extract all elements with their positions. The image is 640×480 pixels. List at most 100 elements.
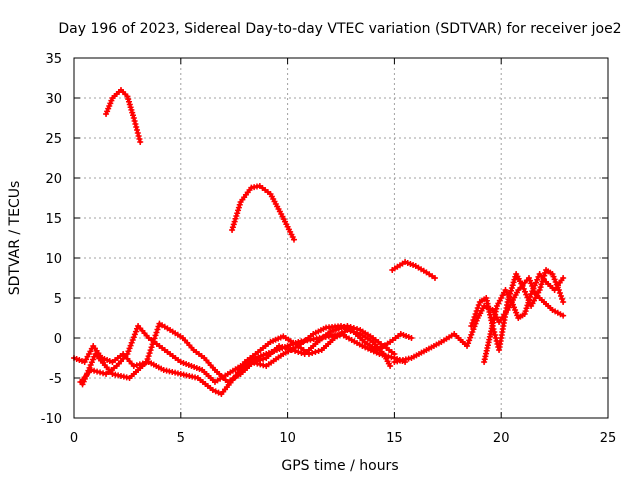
data-point: [136, 136, 143, 142]
series-arc-2: [229, 183, 298, 243]
data-point: [234, 210, 241, 217]
x-tick-label: 25: [600, 431, 617, 446]
grid: [74, 58, 608, 418]
data-point: [470, 317, 477, 323]
data-point: [312, 349, 319, 355]
data-point: [100, 370, 107, 377]
data-point: [85, 367, 92, 374]
data-point: [128, 339, 135, 346]
data-point: [492, 335, 499, 341]
data-point: [250, 359, 257, 365]
data-point: [338, 324, 345, 331]
data-point: [350, 329, 357, 335]
data-point: [229, 227, 236, 233]
data-point: [475, 302, 482, 308]
data-point: [408, 335, 415, 341]
series-arc-3: [389, 259, 438, 281]
data-point: [492, 332, 499, 338]
data-point: [260, 356, 267, 362]
data-point: [309, 350, 316, 356]
data-point: [465, 340, 472, 347]
data-point: [134, 127, 141, 133]
data-point: [537, 284, 544, 291]
data-point: [519, 283, 526, 289]
data-point: [150, 338, 157, 345]
data-point: [354, 330, 361, 336]
data-point: [542, 269, 549, 276]
data-point: [315, 348, 322, 354]
plot-frame: [73, 57, 609, 419]
data-point: [473, 308, 480, 314]
series-trace: [230, 184, 296, 242]
data-point: [279, 344, 286, 350]
data-point: [285, 346, 292, 352]
data-point: [560, 312, 567, 319]
data-point: [524, 302, 531, 309]
data-point: [134, 130, 141, 136]
data-point: [83, 373, 90, 380]
data-point: [253, 358, 260, 364]
tick-labels: 0 5 10 15 20 25 -10 -5 0 5 10 15 20 25 30 35: [41, 52, 617, 446]
data-point: [471, 314, 478, 320]
data-point: [260, 362, 267, 369]
data-point: [233, 213, 240, 219]
data-point: [511, 276, 518, 283]
data-point: [431, 275, 438, 281]
data-point: [147, 347, 154, 354]
data-point: [151, 335, 158, 342]
data-point: [131, 331, 138, 338]
data-point: [131, 118, 138, 124]
data-point: [133, 124, 140, 130]
y-tick-label: 25: [45, 132, 62, 147]
data-point: [330, 327, 337, 334]
data-point: [529, 288, 536, 295]
data-point: [525, 299, 532, 306]
data-point: [149, 341, 156, 348]
data-point: [536, 287, 543, 293]
data-point: [510, 279, 517, 286]
x-tick-label: 15: [386, 431, 403, 446]
data-point: [470, 326, 477, 333]
data-point: [559, 296, 566, 302]
data-point: [146, 350, 153, 357]
data-point: [523, 305, 530, 312]
data-point: [469, 320, 476, 326]
data-point: [127, 342, 134, 349]
series-arc-1: [103, 87, 144, 145]
y-tick-label: 15: [45, 212, 62, 227]
data-point: [130, 363, 137, 369]
data-point: [531, 282, 538, 289]
data-point: [288, 347, 295, 353]
data-point: [125, 348, 132, 355]
data-point: [230, 221, 237, 228]
series-arc-9: [468, 267, 567, 353]
data-point: [229, 224, 236, 231]
series-arc-10: [481, 271, 567, 365]
data-point: [292, 348, 299, 354]
data-point: [235, 207, 242, 214]
data-point: [344, 327, 351, 333]
data-point: [560, 275, 567, 281]
data-point: [469, 329, 476, 335]
data-point: [94, 368, 101, 375]
data-point: [520, 285, 527, 292]
y-axis-label: SDTVAR / TECUs: [7, 181, 23, 296]
y-tick-label: -5: [49, 372, 62, 387]
series-arc-7: [231, 327, 394, 381]
data-point: [534, 276, 541, 283]
data-point: [137, 139, 144, 145]
x-tick-label: 0: [70, 431, 78, 446]
data-point: [79, 381, 86, 388]
data-point: [387, 363, 394, 369]
data-point: [276, 343, 283, 349]
data-point: [282, 345, 289, 351]
data-point: [527, 293, 534, 300]
data-point: [91, 367, 98, 374]
x-axis-label: GPS time / hours: [281, 458, 398, 474]
data-point: [522, 308, 529, 315]
data-point: [333, 326, 340, 333]
data-point: [143, 359, 150, 365]
data-point: [528, 291, 535, 297]
chart-title: Day 196 of 2023, Sidereal Day-to-day VTE…: [58, 21, 621, 37]
data-point: [80, 378, 87, 385]
